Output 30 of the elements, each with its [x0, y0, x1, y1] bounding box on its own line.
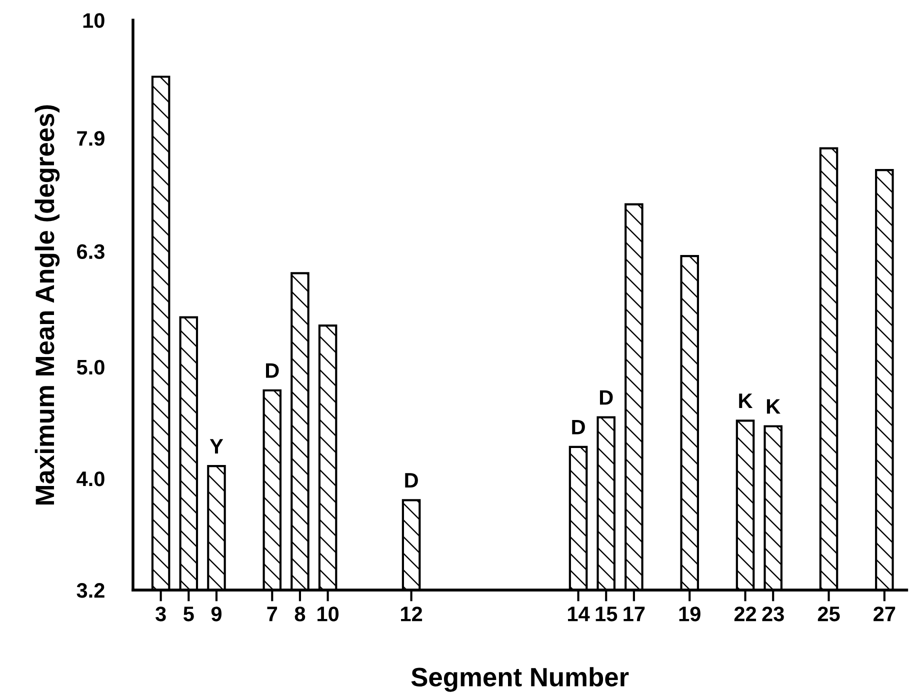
x-tick-label: 9	[211, 606, 222, 622]
annotation: D	[266, 363, 279, 378]
annotation: D	[405, 473, 418, 488]
x-tick-label: 8	[294, 606, 306, 622]
x-axis-title: Segment Number	[411, 667, 629, 692]
x-tick-label: 3	[156, 606, 166, 622]
x-tick-label: 12	[401, 606, 422, 622]
x-tick-label: 7	[267, 606, 278, 622]
x-tick-label: 10	[318, 606, 339, 622]
x-tick-label: 23	[762, 606, 784, 622]
x-tick-label: 25	[818, 606, 840, 622]
annotation: D	[600, 390, 613, 405]
annotation: K	[766, 399, 780, 414]
x-tick-label: 5	[184, 606, 194, 622]
x-tick-label: 15	[596, 606, 618, 622]
x-tick-label: 27	[874, 606, 896, 622]
y-tick-label: 10	[83, 13, 104, 28]
x-tick-label: 22	[734, 606, 756, 622]
annotation: Y	[210, 439, 224, 454]
y-tick-label: 4.0	[76, 471, 104, 486]
y-tick-label: 5.0	[76, 360, 104, 375]
x-tick-label: 14	[568, 606, 590, 622]
annotation: K	[739, 394, 753, 408]
x-tick-label: 19	[679, 606, 700, 622]
annotation: D	[572, 420, 585, 434]
y-tick-label: 6.3	[77, 244, 104, 260]
x-tick-label: 17	[624, 606, 645, 622]
y-tick-label: 7.9	[77, 131, 104, 146]
y-axis-title: Maximum Mean Angle (degrees)	[34, 105, 60, 504]
y-tick-label: 3.2	[76, 583, 104, 598]
